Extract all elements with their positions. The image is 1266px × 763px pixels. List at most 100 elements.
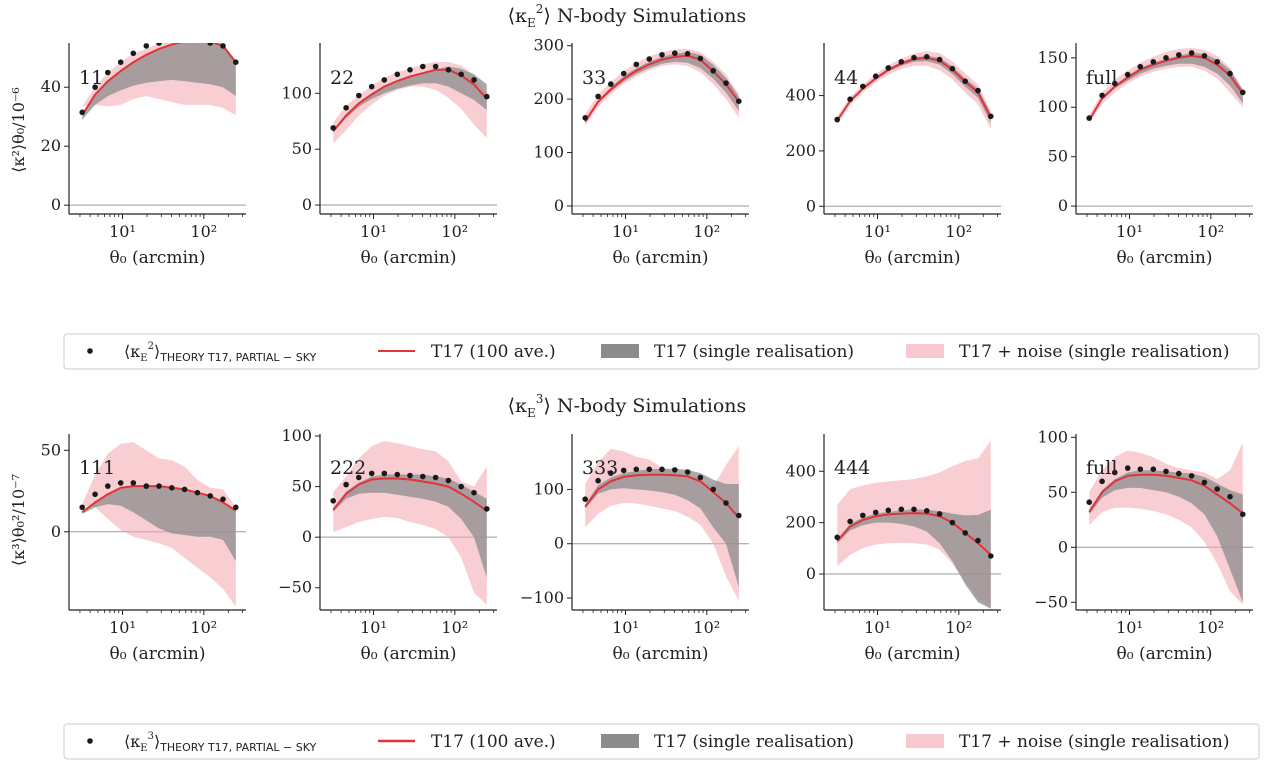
theory-point <box>697 55 704 62</box>
x-tick-label: 10¹ <box>360 222 387 241</box>
mean-line <box>332 477 488 512</box>
panel-2-333: −100 0 100 10¹ 10² θ₀ (arcmin) 333 <box>520 434 749 664</box>
panel-2-full: −50 0 50 100 10¹ 10² θ₀ (arcmin) full <box>1034 427 1253 664</box>
theory-point <box>117 59 124 65</box>
theory-point <box>608 81 614 87</box>
panel-1-44: 0 200 400 10¹ 10² θ₀ (arcmin) 44 <box>785 43 1001 268</box>
y-tick-label: 50 <box>292 139 312 158</box>
theory-point <box>620 70 627 77</box>
legend-row-2: ⟨κE3⟩THEORY T17, PARTIAL − SKY T17 (100 … <box>63 723 1260 760</box>
y-tick-label: 0 <box>554 534 564 553</box>
theory-point <box>1188 473 1195 479</box>
theory-point <box>79 109 85 116</box>
theory-point <box>1214 59 1220 65</box>
theory-point <box>646 56 653 62</box>
y-tick-label: 50 <box>41 440 61 459</box>
row-2-ylabel: ⟨κ³⟩θ₀²/10⁻⁷ <box>9 474 28 566</box>
theory-point <box>723 80 729 86</box>
y-tick-label: 0 <box>302 195 312 214</box>
theory-point <box>936 56 943 63</box>
theory-point <box>898 59 905 65</box>
theory-point <box>445 477 452 484</box>
legend-single-swatch <box>601 734 639 748</box>
theory-point <box>620 467 627 474</box>
theory-point <box>368 470 375 477</box>
theory-point <box>343 105 349 111</box>
theory-point <box>582 496 588 503</box>
theory-point <box>169 37 175 43</box>
theory-point <box>924 508 930 514</box>
panel-label: full <box>1086 457 1117 479</box>
theory-point <box>356 92 362 99</box>
theory-point <box>595 477 601 484</box>
y-tick-label: 400 <box>785 86 816 105</box>
y-tick-label: −100 <box>520 588 564 607</box>
theory-point <box>633 61 640 68</box>
x-tick-label: 10² <box>945 222 972 241</box>
y-tick-label: 20 <box>41 136 61 155</box>
theory-point <box>79 504 85 511</box>
theory-point <box>582 115 588 121</box>
theory-point <box>169 485 175 491</box>
x-axis-label: θ₀ (arcmin) <box>1116 248 1212 268</box>
theory-point <box>130 480 137 486</box>
x-tick-label: 10¹ <box>1116 222 1143 241</box>
x-tick-label: 10¹ <box>360 618 387 637</box>
theory-point <box>1201 479 1208 486</box>
theory-point <box>1112 469 1118 476</box>
theory-point <box>432 63 439 70</box>
theory-point <box>195 36 201 42</box>
panel-label: 44 <box>834 67 858 89</box>
panel-label: 333 <box>582 457 618 479</box>
theory-point <box>484 506 490 512</box>
panel-plot-area <box>320 441 497 605</box>
single-realisation-band <box>333 474 487 578</box>
y-tick-label: 100 <box>281 83 312 102</box>
panel-label: 222 <box>330 457 366 479</box>
theory-point <box>962 78 968 84</box>
x-axis-label: θ₀ (arcmin) <box>109 248 205 268</box>
panel-2-222: −50 0 50 100 10¹ 10² θ₀ (arcmin) 222 <box>278 426 497 664</box>
y-tick-label: 0 <box>302 527 312 546</box>
theory-point <box>368 83 375 90</box>
legend-theory-marker <box>87 348 93 354</box>
y-tick-label: 100 <box>533 479 564 498</box>
panel-1-22: 0 50 100 10¹ 10² θ₀ (arcmin) 22 <box>281 43 497 268</box>
legend-theory-label: ⟨κE2⟩THEORY T17, PARTIAL − SKY <box>124 341 317 364</box>
theory-point <box>1137 63 1144 70</box>
theory-point <box>1188 50 1195 56</box>
theory-point <box>962 530 968 536</box>
theory-point <box>233 504 239 511</box>
theory-point <box>911 54 917 61</box>
x-tick-label: 10² <box>945 618 972 637</box>
legend-noise-label: T17 + noise (single realisation) <box>959 732 1230 752</box>
legend-theory-label: ⟨κE3⟩THEORY T17, PARTIAL − SKY <box>124 731 317 754</box>
panel-label: 33 <box>582 67 606 89</box>
theory-point <box>1214 486 1220 492</box>
theory-point <box>736 98 742 104</box>
x-axis-label: θ₀ (arcmin) <box>360 644 456 664</box>
theory-point <box>697 474 704 481</box>
theory-point <box>847 518 853 525</box>
theory-point <box>105 69 111 76</box>
mean-line <box>81 43 237 116</box>
theory-point <box>182 36 188 42</box>
legend-noise-swatch <box>906 344 944 358</box>
x-tick-label: 10² <box>1197 222 1224 241</box>
y-tick-label: 100 <box>281 426 312 445</box>
theory-point <box>1163 468 1169 475</box>
theory-point <box>207 43 213 46</box>
mean-line <box>1088 473 1244 514</box>
theory-point <box>1163 55 1169 61</box>
theory-point <box>1099 478 1105 485</box>
x-axis-label: θ₀ (arcmin) <box>612 644 708 664</box>
theory-point <box>860 512 866 519</box>
theory-point <box>710 486 716 493</box>
x-tick-label: 10¹ <box>612 222 639 241</box>
x-tick-label: 10¹ <box>864 618 891 637</box>
theory-point <box>445 67 452 73</box>
theory-point <box>432 474 439 481</box>
theory-point <box>130 50 137 57</box>
theory-point <box>834 116 840 123</box>
row-2-title: ⟨κE3⟩ N-body Simulations <box>508 392 747 420</box>
